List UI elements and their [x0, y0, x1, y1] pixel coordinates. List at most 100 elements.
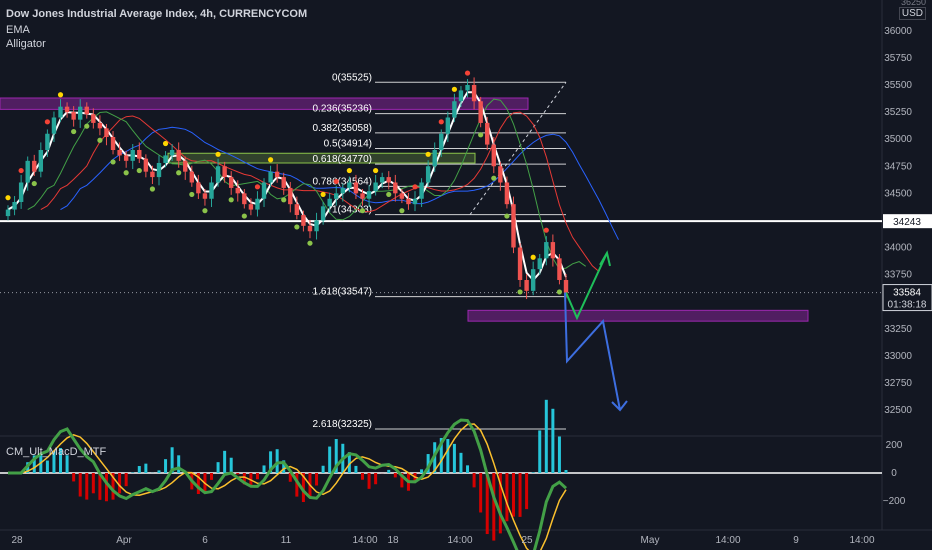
candle-body — [58, 106, 63, 118]
current-price-text: 33584 — [893, 288, 921, 299]
candle-body — [412, 198, 418, 205]
candle-body — [215, 166, 221, 183]
candle-body — [281, 177, 286, 188]
candle-body — [458, 90, 464, 102]
macd-histogram-bar — [104, 473, 108, 502]
candle-body — [379, 177, 385, 183]
macd-histogram-bar — [525, 473, 529, 510]
signal-dot — [543, 227, 549, 233]
candle-body — [360, 193, 365, 199]
candle-body — [366, 191, 372, 199]
candle-body — [347, 182, 352, 188]
macd-histogram-bar — [78, 473, 82, 497]
fib-label: 2.618(32325) — [313, 419, 373, 430]
candle-body — [314, 220, 319, 232]
y-tick-label: 35500 — [884, 80, 912, 91]
candle-body — [334, 193, 339, 199]
candle-body — [104, 128, 109, 137]
macd-histogram-bar — [531, 472, 535, 473]
candle-body — [353, 182, 359, 194]
macd-histogram-bar — [374, 473, 378, 485]
macd-histogram-bar — [210, 473, 214, 480]
macd-tick-label: 0 — [891, 468, 897, 479]
macd-histogram-bar — [420, 469, 424, 473]
candle-body — [439, 133, 444, 150]
fib-label: 1(34303) — [332, 205, 372, 216]
y-tick-label: 33250 — [884, 324, 912, 335]
macd-histogram-bar — [52, 450, 56, 473]
signal-dot — [399, 208, 405, 214]
macd-histogram-bar — [32, 455, 36, 473]
candle-body — [189, 171, 195, 183]
x-tick-label: 25 — [521, 535, 533, 546]
fib-label: 0.5(34914) — [324, 138, 372, 149]
candle-body — [255, 198, 260, 210]
candle-body — [557, 258, 562, 280]
candle-body — [163, 155, 168, 163]
macd-histogram-bar — [518, 473, 522, 517]
y-tick-label: 35250 — [884, 107, 912, 118]
signal-dot — [84, 123, 90, 129]
candle-body — [537, 258, 542, 270]
candle-body — [524, 280, 529, 291]
alligator-indicator-label[interactable]: Alligator — [6, 38, 46, 50]
candle-body — [25, 160, 30, 183]
macd-histogram-bar — [144, 463, 148, 473]
macd-histogram-bar — [98, 473, 102, 500]
ema-indicator-label[interactable]: EMA — [6, 24, 30, 36]
candle-body — [209, 182, 214, 199]
signal-dot — [136, 167, 142, 174]
signal-dot — [176, 170, 182, 176]
current-price-tag — [882, 284, 932, 312]
bullish-projection-arrow — [565, 252, 608, 321]
candle-body — [425, 166, 431, 183]
signal-dot — [504, 213, 510, 219]
candle-body — [150, 171, 155, 178]
signal-dot — [491, 175, 497, 181]
signal-dot — [162, 140, 169, 147]
macd-histogram-bar — [426, 454, 430, 473]
macd-histogram-bar — [387, 469, 391, 473]
candle-body — [242, 193, 247, 205]
candle-body — [12, 202, 17, 210]
candle-body — [550, 242, 556, 259]
candle-body — [156, 163, 162, 178]
zone-box — [467, 309, 809, 322]
macd-histogram-bar — [269, 451, 273, 473]
y-tick-label: 36000 — [884, 26, 912, 37]
macd-histogram-bar — [72, 473, 76, 482]
macd-histogram-bar — [157, 470, 161, 473]
candle-body — [373, 182, 378, 192]
y-tick-label: 33000 — [884, 351, 912, 362]
signal-dot — [373, 167, 379, 174]
candle-body — [32, 160, 37, 172]
y-tick-label: 34500 — [884, 188, 912, 199]
y-tick-label: 33750 — [884, 270, 912, 281]
macd-histogram-bar — [229, 457, 233, 473]
candle-body — [229, 177, 234, 188]
macd-histogram-bar — [472, 473, 476, 488]
bullish-arrowhead — [599, 250, 611, 267]
bearish-arrowhead — [611, 400, 628, 412]
signal-dot — [425, 151, 431, 157]
x-tick-label: 11 — [281, 535, 292, 546]
candle-body — [491, 144, 496, 167]
macd-tick-label: −200 — [883, 496, 906, 507]
candle-body — [38, 150, 44, 172]
y-tick-label: 35750 — [884, 53, 912, 64]
signal-dot — [44, 119, 50, 125]
macd-histogram-bar — [111, 473, 115, 500]
candle-body — [445, 117, 451, 134]
candle-body — [288, 187, 293, 205]
bearish-projection-arrow — [564, 292, 621, 411]
macd-histogram-bar — [137, 466, 141, 473]
candle-body — [530, 269, 536, 291]
signal-dot — [438, 119, 444, 125]
macd-histogram-bar — [315, 473, 319, 486]
signal-dot — [478, 132, 484, 138]
candle-body — [307, 225, 313, 232]
macd-indicator-label[interactable]: CM_Ult_MacD_MTF — [6, 446, 107, 458]
currency-badge[interactable]: 36250 USD — [884, 0, 932, 20]
signal-dot — [57, 92, 64, 98]
